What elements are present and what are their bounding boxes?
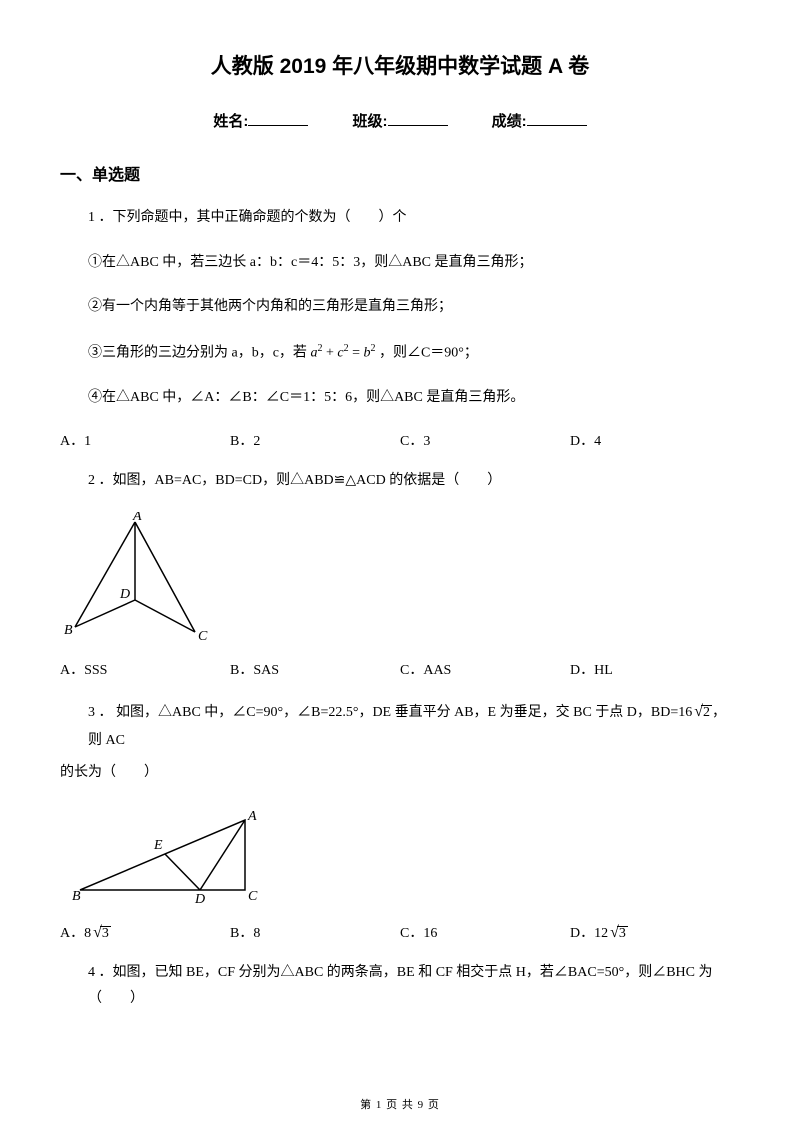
header-fields: 姓名: 班级: 成绩: <box>60 110 740 131</box>
q2-label-b: B <box>64 623 73 638</box>
page-title: 人教版 2019 年八年级期中数学试题 A 卷 <box>60 50 740 80</box>
q1-sub1: ①在△ABC 中，若三边长 a：b：c＝4：5：3，则△ABC 是直角三角形； <box>60 250 740 277</box>
q3-opt-a: A．83 <box>60 922 230 942</box>
q3-bd-sqrt: 2 <box>692 697 712 727</box>
q2-opt-c: C．AAS <box>400 659 570 679</box>
score-label: 成绩: <box>492 110 527 131</box>
class-label: 班级: <box>353 110 388 131</box>
q1-sub3-post: ，则∠C＝90°； <box>379 345 478 360</box>
q3-opt-a-sqrt: 3 <box>91 924 111 942</box>
q3-stem: 3 ． 如图，△ABC 中，∠C=90°，∠B=22.5°，DE 垂直平分 AB… <box>60 697 740 754</box>
q2-opt-b: B．SAS <box>230 659 400 679</box>
q1-stem: 1 ．下列命题中，其中正确命题的个数为（ ）个 <box>60 205 740 232</box>
q3-opt-d: D．12 3 <box>570 922 740 942</box>
q3-label-b: B <box>72 889 81 904</box>
class-blank <box>388 111 448 126</box>
q1-formula-eq: = <box>349 345 364 360</box>
q3-stem-pre: 3 ． 如图，△ABC 中，∠C=90°，∠B=22.5°，DE 垂直平分 AB… <box>88 705 678 720</box>
q3-bd-coef: 16 <box>678 705 692 720</box>
q1-opt-d: D．4 <box>570 430 740 450</box>
q1-sub2: ②有一个内角等于其他两个内角和的三角形是直角三角形； <box>60 294 740 321</box>
q2-label-d: D <box>119 587 130 602</box>
q2-label-a: A <box>132 512 142 524</box>
q3-label-a: A <box>247 809 257 824</box>
q3-opt-d-rad: 3 <box>617 926 628 941</box>
q1-formula-plus: + <box>322 345 337 360</box>
q1-sub4: ④在△ABC 中，∠A：∠B：∠C＝1：5：6，则△ABC 是直角三角形。 <box>60 385 740 412</box>
name-label: 姓名: <box>213 110 248 131</box>
q3-opt-b: B．8 <box>230 922 400 942</box>
q1-formula-b-exp: 2 <box>370 343 375 354</box>
q3-label-e: E <box>153 838 163 853</box>
q2-label-c: C <box>198 629 208 642</box>
q3-stem-line2: 的长为（ ） <box>60 760 740 787</box>
q3-opt-a-rad: 3 <box>100 926 111 941</box>
q3-opt-d-coef: 12 <box>594 926 608 941</box>
q1-options: A．1 B．2 C．3 D．4 <box>60 430 740 450</box>
q3-opt-d-sqrt: 3 <box>608 924 628 942</box>
score-blank <box>527 111 587 126</box>
q2-options: A．SSS B．SAS C．AAS D．HL <box>60 659 740 679</box>
q3-diagram: B A C D E <box>60 805 740 910</box>
q1-opt-a: A．1 <box>60 430 230 450</box>
q2-stem: 2 ．如图，AB=AC，BD=CD，则△ABD≌△ACD 的依据是（ ） <box>60 468 740 495</box>
q3-label-c: C <box>248 889 258 904</box>
name-blank <box>248 111 308 126</box>
q2-diagram: A B C D <box>60 512 740 647</box>
page-footer: 第 1 页 共 9 页 <box>0 1096 800 1112</box>
q3-label-d: D <box>194 892 205 905</box>
q1-sub3-pre: ③三角形的三边分别为 a，b，c，若 <box>88 345 307 360</box>
q3-bd-rad: 2 <box>701 705 712 720</box>
q1-opt-c: C．3 <box>400 430 570 450</box>
q3-opt-a-coef: 8 <box>84 926 91 941</box>
q1-sub3: ③三角形的三边分别为 a，b，c，若 a2 + c2 = b2 ，则∠C＝90°… <box>60 339 740 367</box>
q3-options: A．83 B．8 C．16 D．123 <box>60 922 740 942</box>
q1-opt-b: B．2 <box>230 430 400 450</box>
q3-opt-d-pre: D． <box>570 926 594 941</box>
q3-opt-a-pre: A． <box>60 926 84 941</box>
q2-opt-d: D．HL <box>570 659 740 679</box>
q3-opt-c: C．16 <box>400 922 570 942</box>
q2-opt-a: A．SSS <box>60 659 230 679</box>
section-1-header: 一、单选题 <box>60 161 740 185</box>
q4-stem: 4 ．如图，已知 BE，CF 分别为△ABC 的两条高，BE 和 CF 相交于点… <box>60 960 740 1013</box>
